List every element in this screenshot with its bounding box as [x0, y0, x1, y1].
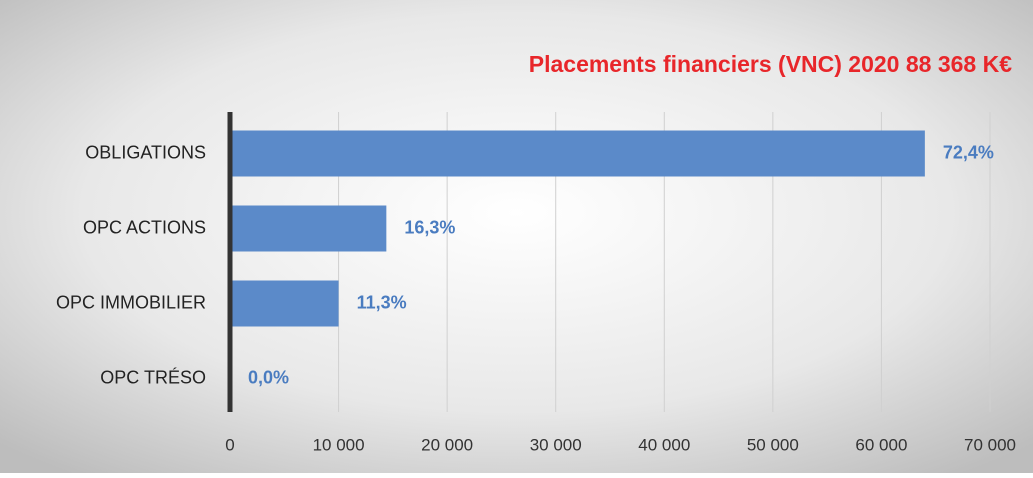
x-tick-label: 10 000: [313, 435, 365, 454]
x-tick-label: 40 000: [638, 435, 690, 454]
y-tick-label: OPC TRÉSO: [100, 367, 206, 387]
data-label: 0,0%: [248, 367, 289, 387]
data-label: 16,3%: [404, 217, 455, 237]
bar: [230, 205, 387, 252]
y-tick-label: OPC ACTIONS: [83, 217, 206, 237]
data-label: 72,4%: [943, 142, 994, 162]
x-tick-label: 70 000: [964, 435, 1016, 454]
x-tick-label: 0: [225, 435, 234, 454]
data-label: 11,3%: [357, 292, 407, 312]
chart-title: Placements financiers (VNC) 2020 88 368 …: [529, 51, 1012, 77]
x-tick-label: 60 000: [855, 435, 907, 454]
x-tick-label: 30 000: [530, 435, 582, 454]
x-tick-label: 20 000: [421, 435, 473, 454]
y-tick-label: OBLIGATIONS: [85, 142, 206, 162]
x-tick-label: 50 000: [747, 435, 799, 454]
y-tick-label: OPC IMMOBILIER: [56, 292, 206, 312]
bar: [230, 130, 925, 177]
bar: [230, 280, 339, 327]
